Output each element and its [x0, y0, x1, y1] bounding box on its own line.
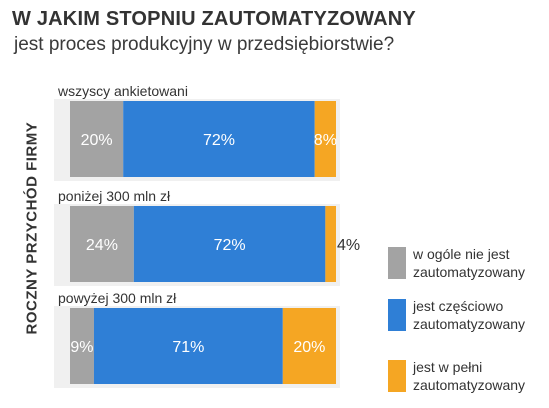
category-label-bg [54, 188, 340, 204]
bar-fully-automated [282, 308, 336, 384]
data-label-fully-automated: 8% [314, 132, 337, 149]
legend-label-not-automated: w ogóle nie jest zautomatyzowany [413, 246, 526, 280]
bar-not-automated [70, 206, 134, 282]
chart-subtitle: jest proces produkcyjny w przedsiębiorst… [14, 34, 395, 55]
legend-swatch-not-automated [388, 247, 406, 279]
legend-swatch-partially-automated [388, 299, 406, 331]
data-label-fully-automated: 20% [293, 339, 325, 356]
legend-label-fully-automated: jest w pełni zautomatyzowany [413, 359, 526, 393]
bar-partially-automated [133, 206, 326, 282]
bar-fully-automated [325, 206, 336, 282]
bar-not-automated [70, 101, 124, 177]
data-label-not-automated: 24% [86, 237, 118, 254]
bar-not-automated [70, 308, 94, 384]
data-label-not-automated: 20% [81, 132, 113, 149]
category-label-bg [54, 83, 340, 99]
chart-title: W JAKIM STOPNIU ZAUTOMATYZOWANY [12, 8, 416, 30]
data-label-partially-automated: 72% [203, 132, 235, 149]
data-label-not-automated: 9% [70, 339, 93, 356]
data-label-partially-automated: 71% [172, 339, 204, 356]
bar-partially-automated [123, 101, 315, 177]
bar-partially-automated [93, 308, 283, 384]
category-label: wszyscy ankietowani [57, 83, 188, 99]
bar-fully-automated [314, 101, 336, 177]
legend-label-partially-automated: jest częściowo zautomatyzowany [413, 298, 526, 332]
legend-swatch-fully-automated [388, 360, 406, 392]
data-label-fully-automated: 4% [337, 237, 360, 254]
category-label-bg [54, 290, 340, 306]
category-label: powyżej 300 mln zł [58, 290, 177, 306]
data-label-partially-automated: 72% [214, 237, 246, 254]
category-label: poniżej 300 mln zł [58, 188, 171, 204]
